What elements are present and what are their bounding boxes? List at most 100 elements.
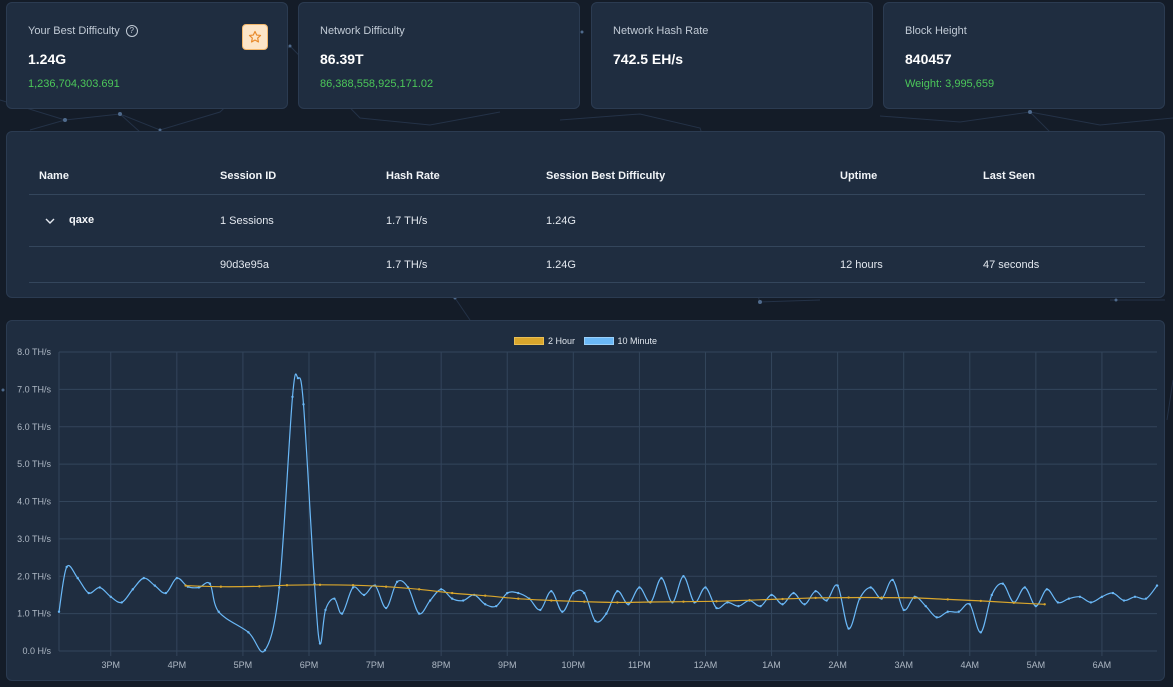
data-point-10-minute (1144, 597, 1148, 600)
data-point-10-minute (726, 601, 729, 604)
data-point-2-hour (219, 585, 223, 588)
stat-card-network-hash-rate: Network Hash Rate 742.5 EH/s (591, 2, 873, 109)
data-point-10-minute (395, 580, 399, 584)
data-point-10-minute (324, 608, 327, 612)
data-point-10-minute (924, 604, 927, 608)
question-circle-icon[interactable]: ? (125, 25, 138, 37)
column-header-session-best-difficulty[interactable]: Session Best Difficulty (536, 158, 830, 195)
table-header-row: Name Session ID Hash Rate Session Best D… (29, 158, 1145, 195)
data-point-10-minute (935, 616, 938, 619)
worker-session-count: 1 Sessions (210, 194, 376, 247)
data-point-10-minute (1155, 584, 1159, 587)
data-point-2-hour (318, 583, 322, 587)
session-last-seen: 47 seconds (973, 246, 1145, 283)
x-tick-label: 9PM (498, 660, 517, 670)
x-tick-label: 11PM (628, 660, 651, 670)
data-point-10-minute (1078, 595, 1082, 599)
data-point-10-minute (869, 586, 872, 589)
data-point-2-hour (847, 596, 850, 599)
x-tick-label: 5PM (234, 660, 253, 670)
data-point-10-minute (979, 631, 982, 634)
data-point-10-minute (891, 578, 894, 582)
data-point-10-minute (98, 586, 101, 589)
data-point-10-minute (57, 610, 61, 613)
data-point-10-minute (682, 575, 685, 578)
legend-swatch-2-hour (513, 337, 544, 345)
data-point-10-minute (616, 590, 619, 593)
data-point-10-minute (594, 619, 597, 623)
data-point-10-minute (550, 590, 553, 593)
legend-item-2-hour[interactable]: 2 Hour (513, 336, 575, 346)
data-point-10-minute (517, 591, 520, 595)
data-point-10-minute (1045, 588, 1049, 591)
data-point-10-minute (1001, 582, 1005, 585)
column-header-uptime[interactable]: Uptime (830, 158, 973, 195)
column-header-name[interactable]: Name (29, 158, 210, 195)
stat-card-block-height: Block Height 840457 Weight: 3,995,659 (883, 2, 1165, 109)
stat-value: 1.24G (28, 51, 67, 67)
x-tick-label: 4PM (168, 660, 187, 670)
data-point-10-minute (803, 603, 806, 606)
data-point-10-minute (572, 591, 575, 595)
legend-item-10-minute[interactable]: 10 Minute (583, 336, 657, 346)
data-point-10-minute (825, 599, 828, 602)
x-tick-label: 7PM (366, 660, 385, 670)
session-hash-rate: 1.7 TH/s (376, 246, 536, 283)
stat-value: 742.5 EH/s (613, 51, 684, 67)
data-point-10-minute (109, 595, 112, 599)
data-point-10-minute (1067, 597, 1071, 600)
chevron-down-icon[interactable] (45, 215, 55, 227)
workers-card: Name Session ID Hash Rate Session Best D… (6, 131, 1165, 298)
data-point-10-minute (362, 593, 366, 597)
x-tick-label: 8PM (432, 660, 451, 670)
data-point-10-minute (76, 576, 79, 580)
data-point-2-hour (184, 584, 187, 587)
y-tick-label: 4.0 TH/s (17, 497, 51, 507)
data-point-10-minute (142, 576, 146, 580)
data-point-10-minute (439, 588, 443, 591)
data-point-10-minute (428, 599, 432, 602)
data-point-10-minute (484, 603, 487, 606)
x-tick-label: 1AM (762, 660, 781, 670)
column-header-session-id[interactable]: Session ID (210, 158, 376, 195)
data-point-10-minute (1023, 586, 1027, 589)
data-point-10-minute (208, 582, 212, 585)
data-point-10-minute (506, 591, 509, 595)
x-tick-label: 4AM (961, 660, 980, 670)
stat-card-best-difficulty: Your Best Difficulty ? 1.24G 1,236,704,3… (6, 2, 288, 109)
y-tick-label: 3.0 TH/s (17, 534, 51, 544)
data-point-10-minute (417, 612, 421, 615)
column-header-last-seen[interactable]: Last Seen (973, 158, 1145, 195)
data-point-10-minute (351, 586, 355, 589)
data-point-2-hour (649, 600, 652, 604)
column-header-hash-rate[interactable]: Hash Rate (376, 158, 536, 195)
data-point-2-hour (258, 585, 261, 588)
data-point-10-minute (781, 603, 784, 606)
data-point-2-hour (880, 596, 883, 599)
data-point-10-minute (1100, 595, 1104, 599)
data-point-2-hour (682, 600, 685, 603)
data-point-10-minute (715, 606, 718, 610)
data-point-10-minute (131, 588, 134, 591)
table-row-worker[interactable]: qaxe 1 Sessions 1.7 TH/s 1.24G (29, 194, 1145, 247)
stat-label: Network Hash Rate (613, 25, 709, 37)
data-point-10-minute (990, 593, 994, 597)
data-point-10-minute (847, 627, 850, 630)
data-point-2-hour (814, 596, 817, 600)
legend-label: 2 Hour (547, 336, 575, 346)
data-point-10-minute (814, 590, 817, 593)
data-point-2-hour (484, 594, 487, 597)
data-point-10-minute (1122, 599, 1126, 602)
data-point-2-hour (715, 600, 718, 603)
star-icon (248, 30, 262, 43)
x-tick-label: 12AM (694, 660, 718, 670)
y-tick-label: 2.0 TH/s (17, 571, 51, 581)
data-point-10-minute (461, 599, 465, 602)
data-point-2-hour (384, 585, 388, 588)
data-point-10-minute (495, 604, 498, 608)
data-point-10-minute (704, 586, 707, 589)
star-button[interactable] (242, 24, 268, 50)
data-point-10-minute (902, 608, 905, 612)
data-point-2-hour (748, 598, 751, 602)
data-point-2-hour (583, 600, 586, 603)
